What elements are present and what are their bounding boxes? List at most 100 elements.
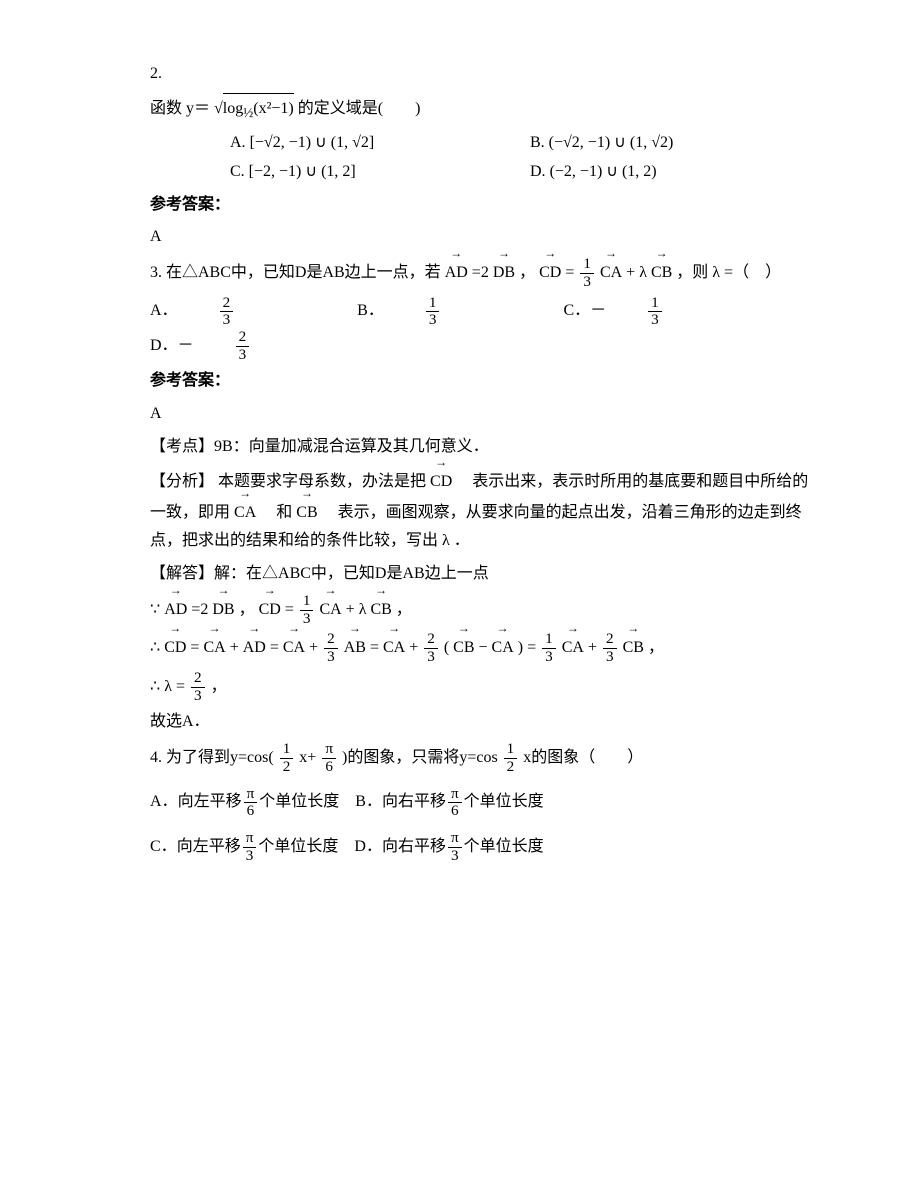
- plus: +: [588, 639, 597, 656]
- question-3: 3. 在△ABC中，已知D是AB边上一点，若 AD =2 DB ， CD = 1…: [150, 256, 810, 737]
- fraction-pi-3: π3: [243, 830, 257, 864]
- fraction-2-3: 23: [603, 631, 617, 665]
- q4-options: A．向左平移π6个单位长度 B．向右平移π6个单位长度 C．向左平移π3个单位长…: [150, 786, 810, 865]
- jd-p1: 解：在△ABC中，已知D是AB边上一点: [214, 565, 489, 582]
- opt-text: [−2, −1) ∪ (1, 2]: [249, 163, 356, 180]
- eq: =: [285, 601, 294, 618]
- question-2: 2. 函数 y＝ log½(x²−1) 的定义域是( ) A. [−√2, −1…: [150, 60, 810, 252]
- fraction-2-3: 23: [236, 329, 290, 363]
- num: π: [448, 786, 462, 804]
- opt-text: 向右平移: [382, 838, 446, 855]
- plus: +: [409, 639, 418, 656]
- comma: ，: [648, 639, 664, 656]
- therefore-icon: ∴: [150, 678, 160, 695]
- den: 3: [424, 649, 438, 666]
- num: 2: [424, 631, 438, 649]
- opt-label: B．: [355, 793, 382, 810]
- q4-number: 4.: [150, 749, 162, 766]
- den: 3: [236, 347, 250, 364]
- vector-cb: CB: [623, 632, 644, 663]
- den: 3: [580, 274, 594, 291]
- fraction-2-3: 23: [424, 631, 438, 665]
- q4-x: x+: [299, 749, 316, 766]
- q2-sqrt-content: log½(x²−1): [223, 93, 294, 125]
- fraction-pi-6: π6: [448, 786, 462, 820]
- q3-answer-head: 参考答案：: [150, 367, 810, 396]
- q3-number: 3.: [150, 264, 162, 281]
- question-4: 4. 为了得到y=cos( 12 x+ π6 )的图象，只需将y=cos 12 …: [150, 741, 810, 864]
- opt-text: 个单位长度: [259, 793, 339, 810]
- vector-ca: CA: [203, 632, 225, 663]
- den: 3: [648, 312, 662, 329]
- eq: =2: [472, 264, 489, 281]
- num: 1: [542, 631, 556, 649]
- den: 6: [244, 803, 258, 820]
- q2-number: 2.: [150, 60, 810, 89]
- q3-option-a: A．23: [150, 302, 313, 319]
- fraction-1-2: 12: [504, 741, 518, 775]
- fraction-pi-6: π6: [322, 741, 336, 775]
- vector-ca: CA: [600, 257, 622, 288]
- kd-label: 【考点】: [150, 438, 214, 455]
- q4-stem-p1: 为了得到y=cos(: [166, 749, 274, 766]
- opt-label: C．: [150, 838, 177, 855]
- vector-ad: AD: [243, 632, 266, 663]
- q4-stem: 4. 为了得到y=cos( 12 x+ π6 )的图象，只需将y=cos 12 …: [150, 741, 810, 775]
- plus: +: [309, 639, 318, 656]
- opt-text: 向左平移: [177, 838, 241, 855]
- vector-cd: CD: [164, 632, 186, 663]
- fraction-1-3: 13: [542, 631, 556, 665]
- fraction-1-3: 13: [580, 256, 594, 290]
- q4-option-b: B．向右平移π6个单位长度: [355, 793, 543, 810]
- fx-and: 和: [260, 504, 292, 521]
- num: π: [322, 741, 336, 759]
- plus-lambda: + λ: [626, 264, 651, 281]
- q2-options-row2: C. [−2, −1) ∪ (1, 2] D. (−2, −1) ∪ (1, 2…: [230, 158, 810, 187]
- fraction-pi-6: π6: [244, 786, 258, 820]
- num: 2: [324, 631, 338, 649]
- vector-ca: CA: [319, 594, 341, 625]
- opt-text: (−2, −1) ∪ (1, 2): [550, 163, 657, 180]
- lambda-eq: λ =: [164, 678, 185, 695]
- vector-ca: CA: [492, 632, 514, 663]
- opt-text: [−√2, −1) ∪ (1, √2]: [250, 134, 375, 151]
- vector-ab: AB: [344, 632, 366, 663]
- den: 3: [220, 312, 234, 329]
- num: 2: [603, 631, 617, 649]
- plus-lambda: + λ: [346, 601, 371, 618]
- q4-stem-p2: )的图象，只需将y=cos: [342, 749, 498, 766]
- opt-label: A.: [230, 134, 246, 151]
- den: 2: [504, 759, 518, 776]
- den: 6: [448, 803, 462, 820]
- num: 2: [191, 670, 205, 688]
- q2-stem-prefix: 函数 y＝: [150, 100, 210, 117]
- vector-cb: CB: [296, 497, 317, 528]
- opt-text: 向左平移: [178, 793, 242, 810]
- vector-cd: CD: [430, 466, 452, 497]
- num: π: [243, 830, 257, 848]
- num: 1: [580, 256, 594, 274]
- eq: =: [565, 264, 574, 281]
- q3-answer: A: [150, 400, 810, 429]
- q3-fenxi: 【分析】 本题要求字母系数，办法是把 CD 表示出来，表示时所用的基底要和题目中…: [150, 466, 810, 556]
- den: 2: [280, 759, 294, 776]
- num: π: [448, 830, 462, 848]
- vector-cb: CB: [370, 594, 391, 625]
- q2-answer: A: [150, 223, 810, 252]
- vector-ad: AD: [164, 594, 187, 625]
- kd-text: 9B：向量加减混合运算及其几何意义．: [214, 438, 489, 455]
- den: 3: [448, 848, 462, 865]
- vector-cb: CB: [651, 257, 672, 288]
- fraction-2-3: 23: [191, 670, 205, 704]
- q3-option-b: B．13: [357, 302, 519, 319]
- den: 3: [243, 848, 257, 865]
- vector-cd: CD: [259, 594, 281, 625]
- opt-text: 个单位长度: [464, 838, 544, 855]
- vector-cd: CD: [539, 257, 561, 288]
- opt-label: D.: [530, 163, 546, 180]
- q3-option-d: D．－23: [150, 337, 329, 354]
- vector-ad: AD: [445, 257, 468, 288]
- vector-ca: CA: [383, 632, 405, 663]
- vector-db: DB: [212, 594, 234, 625]
- num: π: [244, 786, 258, 804]
